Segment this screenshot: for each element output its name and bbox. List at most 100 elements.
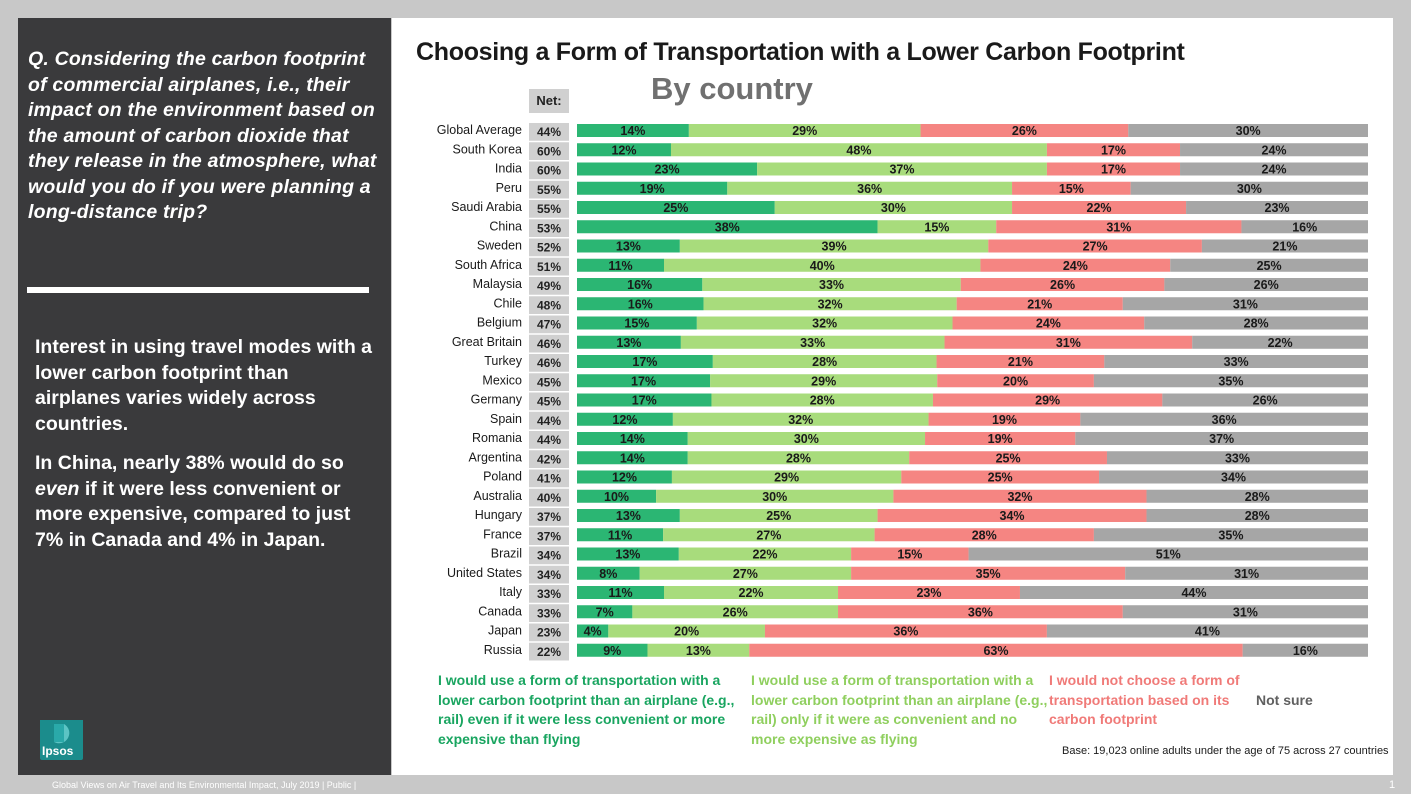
data-label-spain-series-1: 12% bbox=[612, 413, 637, 427]
data-label-china-series-2: 15% bbox=[924, 220, 949, 234]
bar-brazil-series-4 bbox=[968, 547, 1368, 561]
legend-not-sure: Not sure bbox=[1256, 692, 1313, 708]
net-box-spain bbox=[529, 411, 569, 430]
data-label-argentina-series-1: 14% bbox=[620, 451, 645, 465]
net-box-france bbox=[529, 527, 569, 545]
data-label-brazil-series-3: 15% bbox=[897, 548, 922, 562]
net-value-malaysia: 49% bbox=[537, 279, 561, 293]
data-label-japan-series-1: 4% bbox=[584, 625, 602, 639]
net-box-great-britain bbox=[529, 334, 569, 353]
data-label-india-series-3: 17% bbox=[1101, 163, 1126, 177]
category-label-india: India bbox=[495, 162, 522, 176]
chart-title: Choosing a Form of Transportation with a… bbox=[416, 38, 1185, 66]
bar-united-states-series-4 bbox=[1125, 566, 1368, 580]
bar-sweden-series-3 bbox=[988, 239, 1202, 253]
data-label-germany-series-1: 17% bbox=[632, 394, 657, 408]
net-value-belgium: 47% bbox=[537, 318, 561, 332]
left-panel: Q. Considering the carbon footprint of c… bbox=[18, 18, 391, 775]
bar-hungary-series-3 bbox=[877, 509, 1147, 522]
data-label-global-average-series-4: 30% bbox=[1236, 124, 1261, 138]
category-label-hungary: Hungary bbox=[475, 508, 523, 522]
bar-romania-series-1 bbox=[577, 432, 688, 445]
bar-brazil-series-1 bbox=[577, 547, 679, 561]
bar-france-series-2 bbox=[663, 528, 875, 542]
data-label-australia-series-3: 32% bbox=[1007, 490, 1032, 504]
data-label-argentina-series-3: 25% bbox=[996, 451, 1021, 465]
stacked-bar-chart: 44% Global Average 14% 29% 26% 30% 60% South Ko… bbox=[437, 123, 1368, 661]
bar-russia-series-3 bbox=[749, 643, 1243, 657]
bar-south-africa-series-3 bbox=[980, 258, 1171, 272]
net-box-argentina bbox=[529, 450, 569, 468]
data-label-china-series-4: 16% bbox=[1292, 220, 1317, 234]
data-label-sweden-series-3: 27% bbox=[1083, 240, 1108, 254]
data-label-india-series-4: 24% bbox=[1262, 163, 1287, 177]
data-label-united-states-series-4: 31% bbox=[1234, 567, 1259, 581]
bar-global-average-series-2 bbox=[688, 124, 921, 137]
bar-south-africa-series-2 bbox=[664, 258, 981, 272]
insight-2-start: In China, nearly 38% would do so bbox=[35, 452, 344, 474]
bar-malaysia-series-1 bbox=[577, 278, 703, 291]
bar-south-korea-series-2 bbox=[670, 143, 1047, 157]
net-value-india: 60% bbox=[537, 164, 561, 178]
data-label-chile-series-4: 31% bbox=[1233, 297, 1258, 311]
bar-china-series-2 bbox=[877, 220, 997, 234]
data-label-germany-series-4: 26% bbox=[1253, 394, 1278, 408]
net-value-mexico: 45% bbox=[537, 375, 561, 389]
data-label-chile-series-3: 21% bbox=[1027, 297, 1052, 311]
bar-germany-series-3 bbox=[932, 393, 1163, 407]
data-label-peru-series-2: 36% bbox=[857, 182, 882, 196]
insight-text-1: Interest in using travel modes with a lo… bbox=[35, 336, 372, 435]
footer-text: Global Views on Air Travel and Its Envir… bbox=[52, 780, 357, 790]
data-label-germany-series-2: 28% bbox=[810, 394, 835, 408]
bar-russia-series-4 bbox=[1242, 643, 1368, 657]
logo-mark-icon bbox=[40, 720, 83, 746]
bar-mexico-series-3 bbox=[937, 374, 1094, 388]
bar-chile-series-3 bbox=[956, 297, 1123, 311]
net-value-france: 37% bbox=[537, 529, 561, 543]
category-label-sweden: Sweden bbox=[477, 239, 522, 253]
net-box-chile bbox=[529, 296, 569, 314]
data-label-hungary-series-2: 25% bbox=[766, 509, 791, 523]
bar-australia-series-3 bbox=[893, 489, 1147, 503]
bar-malaysia-series-2 bbox=[702, 278, 961, 291]
data-label-romania-series-1: 14% bbox=[620, 432, 645, 446]
bar-south-africa-series-1 bbox=[577, 258, 665, 272]
bar-australia-series-2 bbox=[656, 489, 894, 503]
data-label-russia-series-2: 13% bbox=[686, 644, 711, 658]
data-label-malaysia-series-1: 16% bbox=[627, 278, 652, 292]
bar-italy-series-4 bbox=[1019, 586, 1368, 599]
page-number: 1 bbox=[1389, 779, 1396, 791]
bar-south-korea-series-1 bbox=[577, 143, 671, 157]
bar-saudi-arabia-series-3 bbox=[1012, 201, 1187, 214]
bar-france-series-1 bbox=[577, 528, 664, 542]
data-label-brazil-series-2: 22% bbox=[752, 548, 777, 562]
bar-argentina-series-1 bbox=[577, 451, 688, 465]
category-label-spain: Spain bbox=[490, 412, 522, 426]
bar-united-states-series-3 bbox=[851, 566, 1126, 580]
data-label-peru-series-4: 30% bbox=[1237, 182, 1262, 196]
net-box-united-states bbox=[529, 565, 569, 584]
data-label-china-series-3: 31% bbox=[1106, 220, 1131, 234]
bar-sweden-series-4 bbox=[1201, 239, 1368, 253]
data-label-belgium-series-2: 32% bbox=[812, 317, 837, 331]
data-label-great-britain-series-3: 31% bbox=[1056, 336, 1081, 350]
data-label-australia-series-4: 28% bbox=[1245, 490, 1270, 504]
bar-romania-series-2 bbox=[687, 432, 926, 445]
bar-poland-series-1 bbox=[577, 470, 672, 484]
net-box-russia bbox=[529, 642, 569, 661]
data-label-mexico-series-4: 35% bbox=[1218, 374, 1243, 388]
net-box-romania bbox=[529, 431, 569, 449]
data-label-canada-series-1: 7% bbox=[596, 605, 614, 619]
bar-saudi-arabia-series-2 bbox=[774, 201, 1013, 214]
data-label-argentina-series-2: 28% bbox=[786, 451, 811, 465]
chart-subtitle: By country bbox=[651, 71, 813, 106]
net-value-canada: 33% bbox=[537, 606, 561, 620]
bar-argentina-series-3 bbox=[909, 451, 1107, 465]
net-box-china bbox=[529, 219, 569, 237]
data-label-romania-series-2: 30% bbox=[794, 432, 819, 446]
bar-great-britain-series-4 bbox=[1192, 335, 1368, 349]
data-label-japan-series-2: 20% bbox=[674, 625, 699, 639]
bar-south-africa-series-4 bbox=[1170, 258, 1368, 272]
net-value-united-states: 34% bbox=[537, 568, 561, 582]
bar-india-series-4 bbox=[1180, 162, 1368, 176]
